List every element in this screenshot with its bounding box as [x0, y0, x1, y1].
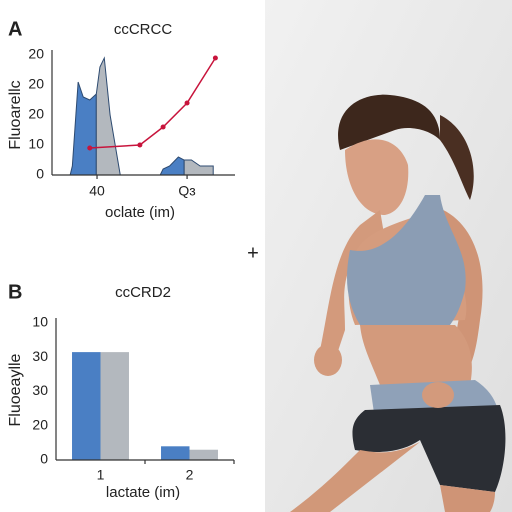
hand	[314, 344, 342, 376]
shorts	[352, 405, 506, 492]
hair	[338, 94, 440, 150]
ponytail	[440, 115, 474, 200]
bar	[72, 352, 101, 460]
y-tick-label: 0	[36, 166, 44, 182]
y-axis-label: Fluoeaylle	[7, 353, 24, 426]
y-tick-label: 20	[32, 416, 48, 432]
separator: +	[247, 242, 259, 264]
leg	[440, 485, 495, 512]
point	[87, 145, 93, 151]
point	[137, 142, 143, 148]
chart-title: ccCRD2	[115, 284, 171, 301]
point	[160, 124, 166, 130]
area	[95, 56, 121, 176]
x-tick-label: Qɜ	[178, 183, 195, 199]
y-tick-label: 10	[28, 136, 44, 152]
y-tick-label: 20	[28, 106, 44, 122]
face	[345, 139, 409, 215]
x-tick-label: 2	[186, 467, 194, 483]
x-tick-label: 40	[89, 183, 105, 199]
x-axis-label: oclate (im)	[105, 204, 175, 221]
y-tick-label: 30	[32, 382, 48, 398]
x-tick-label: 1	[97, 467, 105, 483]
hand	[422, 382, 454, 408]
panel-label: B	[8, 281, 22, 303]
y-tick-label: 10	[32, 314, 48, 330]
point	[212, 55, 218, 61]
area	[69, 81, 97, 176]
photo	[265, 0, 512, 512]
x-axis-label: lactate (im)	[106, 484, 180, 501]
y-tick-label: 20	[28, 76, 44, 92]
bar	[189, 449, 218, 460]
bar	[100, 352, 129, 460]
area	[183, 159, 214, 176]
y-tick-label: 30	[32, 348, 48, 364]
chart-title: ccCRCC	[114, 21, 172, 38]
panel-label: A	[8, 18, 22, 40]
abdomen	[360, 325, 472, 385]
y-tick-label: 0	[40, 451, 48, 467]
point	[184, 100, 190, 106]
area	[159, 156, 185, 176]
bar	[161, 446, 190, 460]
leg	[290, 442, 420, 512]
sports-bra	[347, 195, 466, 325]
y-axis-label: Fluoarellc	[7, 80, 24, 149]
y-tick-label: 20	[28, 46, 44, 62]
